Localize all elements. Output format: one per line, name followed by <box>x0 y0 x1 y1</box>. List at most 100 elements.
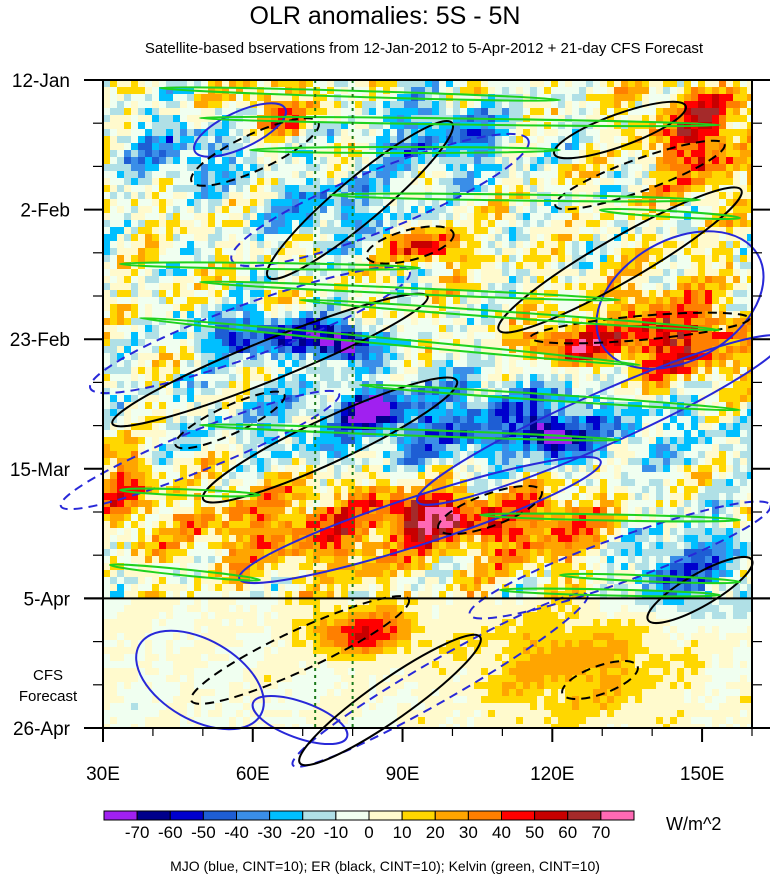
heatmap-cell <box>327 213 335 221</box>
heatmap-cell <box>691 339 699 347</box>
heatmap-cell <box>257 80 265 88</box>
heatmap-cell <box>166 276 174 284</box>
heatmap-cell <box>404 339 412 347</box>
heatmap-cell <box>670 402 678 410</box>
heatmap-cell <box>327 185 335 193</box>
heatmap-cell <box>117 143 125 151</box>
heatmap-cell <box>656 171 664 179</box>
heatmap-cell <box>621 290 629 298</box>
heatmap-cell <box>586 101 594 109</box>
heatmap-cell <box>215 374 223 382</box>
heatmap-cell <box>488 234 496 242</box>
heatmap-cell <box>236 388 244 396</box>
heatmap-cell <box>390 80 398 88</box>
heatmap-cell <box>600 367 608 375</box>
heatmap-cell <box>208 388 216 396</box>
heatmap-cell <box>523 297 531 305</box>
heatmap-cell <box>313 213 321 221</box>
heatmap-cell <box>327 367 335 375</box>
heatmap-cell <box>348 381 356 389</box>
heatmap-cell <box>586 395 594 403</box>
heatmap-cell <box>327 332 335 340</box>
heatmap-cell <box>376 325 384 333</box>
heatmap-cell <box>495 171 503 179</box>
heatmap-cell <box>292 164 300 172</box>
heatmap-cell <box>278 227 286 235</box>
heatmap-cell <box>495 227 503 235</box>
heatmap-cell <box>747 262 753 270</box>
heatmap-cell <box>502 255 510 263</box>
heatmap-cell <box>397 374 405 382</box>
heatmap-cell <box>537 101 545 109</box>
heatmap-cell <box>166 423 174 431</box>
heatmap-cell <box>488 227 496 235</box>
heatmap-cell <box>131 283 139 291</box>
heatmap-cell <box>103 409 111 417</box>
heatmap-cell <box>145 276 153 284</box>
heatmap-cell <box>103 451 111 459</box>
heatmap-cell <box>446 157 454 165</box>
heatmap-cell <box>649 234 657 242</box>
heatmap-cell <box>446 178 454 186</box>
heatmap-cell <box>656 346 664 354</box>
heatmap-cell <box>432 367 440 375</box>
heatmap-cell <box>586 199 594 207</box>
heatmap-cell <box>117 255 125 263</box>
heatmap-cell <box>208 395 216 403</box>
heatmap-cell <box>348 318 356 326</box>
heatmap-cell <box>712 311 720 319</box>
heatmap-cell <box>593 332 601 340</box>
heatmap-cell <box>355 199 363 207</box>
heatmap-cell <box>474 269 482 277</box>
heatmap-cell <box>677 227 685 235</box>
heatmap-cell <box>306 409 314 417</box>
heatmap-cell <box>299 395 307 403</box>
heatmap-cell <box>222 262 230 270</box>
heatmap-cell <box>677 234 685 242</box>
heatmap-cell <box>488 304 496 312</box>
heatmap-cell <box>397 122 405 130</box>
heatmap-cell <box>250 157 258 165</box>
heatmap-cell <box>481 395 489 403</box>
heatmap-cell <box>488 185 496 193</box>
heatmap-cell <box>103 94 111 102</box>
heatmap-cell <box>285 80 293 88</box>
heatmap-cell <box>425 255 433 263</box>
heatmap-cell <box>117 430 125 438</box>
heatmap-cell <box>306 276 314 284</box>
heatmap-cell <box>131 437 139 445</box>
heatmap-cell <box>705 297 713 305</box>
heatmap-cell <box>355 409 363 417</box>
heatmap-cell <box>649 143 657 151</box>
heatmap-cell <box>194 360 202 368</box>
heatmap-cell <box>565 367 573 375</box>
heatmap-cell <box>341 381 349 389</box>
heatmap-cell <box>747 220 753 228</box>
heatmap-cell <box>705 143 713 151</box>
heatmap-cell <box>418 283 426 291</box>
heatmap-cell <box>138 241 146 249</box>
heatmap-cell <box>467 402 475 410</box>
heatmap-cell <box>670 206 678 214</box>
heatmap-cell <box>138 171 146 179</box>
heatmap-cell <box>173 451 181 459</box>
heatmap-cell <box>243 199 251 207</box>
heatmap-cell <box>453 290 461 298</box>
heatmap-cell <box>152 185 160 193</box>
heatmap-cell <box>362 241 370 249</box>
heatmap-cell <box>180 129 188 137</box>
heatmap-cell <box>257 353 265 361</box>
heatmap-cell <box>369 234 377 242</box>
heatmap-cell <box>131 115 139 123</box>
heatmap-cell <box>691 185 699 193</box>
heatmap-cell <box>292 304 300 312</box>
heatmap-cell <box>250 241 258 249</box>
heatmap-cell <box>663 241 671 249</box>
heatmap-cell <box>117 451 125 459</box>
heatmap-cell <box>250 255 258 263</box>
heatmap-cell <box>152 451 160 459</box>
heatmap-cell <box>201 416 209 424</box>
heatmap-cell <box>516 304 524 312</box>
heatmap-cell <box>740 87 748 95</box>
heatmap-cell <box>663 171 671 179</box>
